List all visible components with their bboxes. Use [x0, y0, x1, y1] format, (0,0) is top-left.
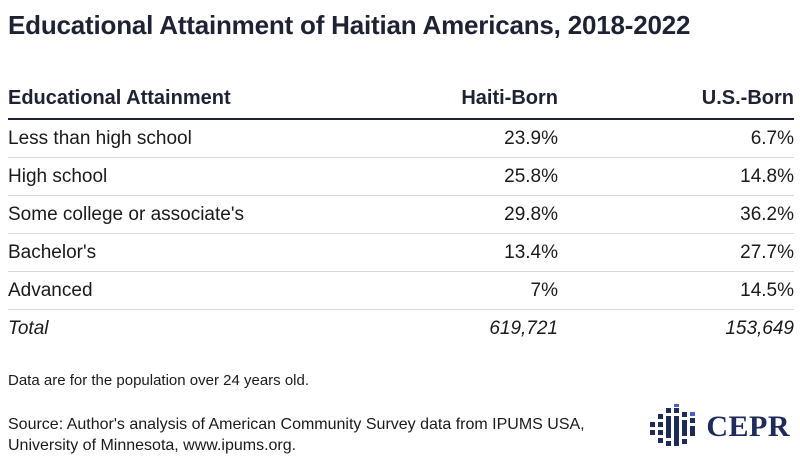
table-row: High school 25.8% 14.8%	[8, 157, 794, 196]
population-note: Data are for the population over 24 year…	[8, 372, 310, 389]
table-header-row: Educational Attainment Haiti-Born U.S.-B…	[8, 76, 794, 120]
total-row: Total 619,721 153,649	[8, 310, 794, 348]
chart-title: Educational Attainment of Haitian Americ…	[8, 10, 691, 40]
us-born-value: 6.7%	[558, 119, 794, 158]
haiti-born-value: 25.8%	[348, 157, 558, 196]
table-row: Less than high school 23.9% 6.7%	[8, 119, 794, 158]
haiti-born-value: 29.8%	[348, 195, 558, 234]
us-born-value: 27.7%	[558, 233, 794, 272]
us-born-value: 14.5%	[558, 271, 794, 310]
table-row: Bachelor's 13.4% 27.7%	[8, 233, 794, 272]
row-label: Advanced	[8, 271, 348, 310]
haiti-born-value: 7%	[348, 271, 558, 310]
cepr-logo-icon	[650, 404, 696, 446]
row-label: Some college or associate's	[8, 195, 348, 234]
attainment-table: Educational Attainment Haiti-Born U.S.-B…	[8, 76, 794, 347]
source-note: Source: Author's analysis of American Co…	[8, 414, 628, 456]
row-label: Bachelor's	[8, 233, 348, 272]
header-us-born: U.S.-Born	[558, 76, 794, 120]
us-born-value: 14.8%	[558, 157, 794, 196]
source-line: Source: Author's analysis of American Co…	[8, 416, 585, 433]
row-label: High school	[8, 157, 348, 196]
cepr-logo: CEPR	[648, 404, 790, 450]
table-row: Advanced 7% 14.5%	[8, 271, 794, 310]
total-us-born: 153,649	[725, 317, 794, 339]
haiti-born-value: 13.4%	[348, 233, 558, 272]
header-educational-attainment: Educational Attainment	[8, 76, 348, 120]
header-haiti-born: Haiti-Born	[348, 76, 558, 120]
cepr-logo-text: CEPR	[706, 410, 790, 443]
source-line: University of Minnesota, www.ipums.org.	[8, 437, 297, 454]
haiti-born-value: 23.9%	[348, 119, 558, 158]
total-haiti-born: 619,721	[489, 317, 558, 339]
total-label: Total	[8, 317, 49, 339]
us-born-value: 36.2%	[558, 195, 794, 234]
table-row: Some college or associate's 29.8% 36.2%	[8, 195, 794, 234]
row-label: Less than high school	[8, 119, 348, 158]
